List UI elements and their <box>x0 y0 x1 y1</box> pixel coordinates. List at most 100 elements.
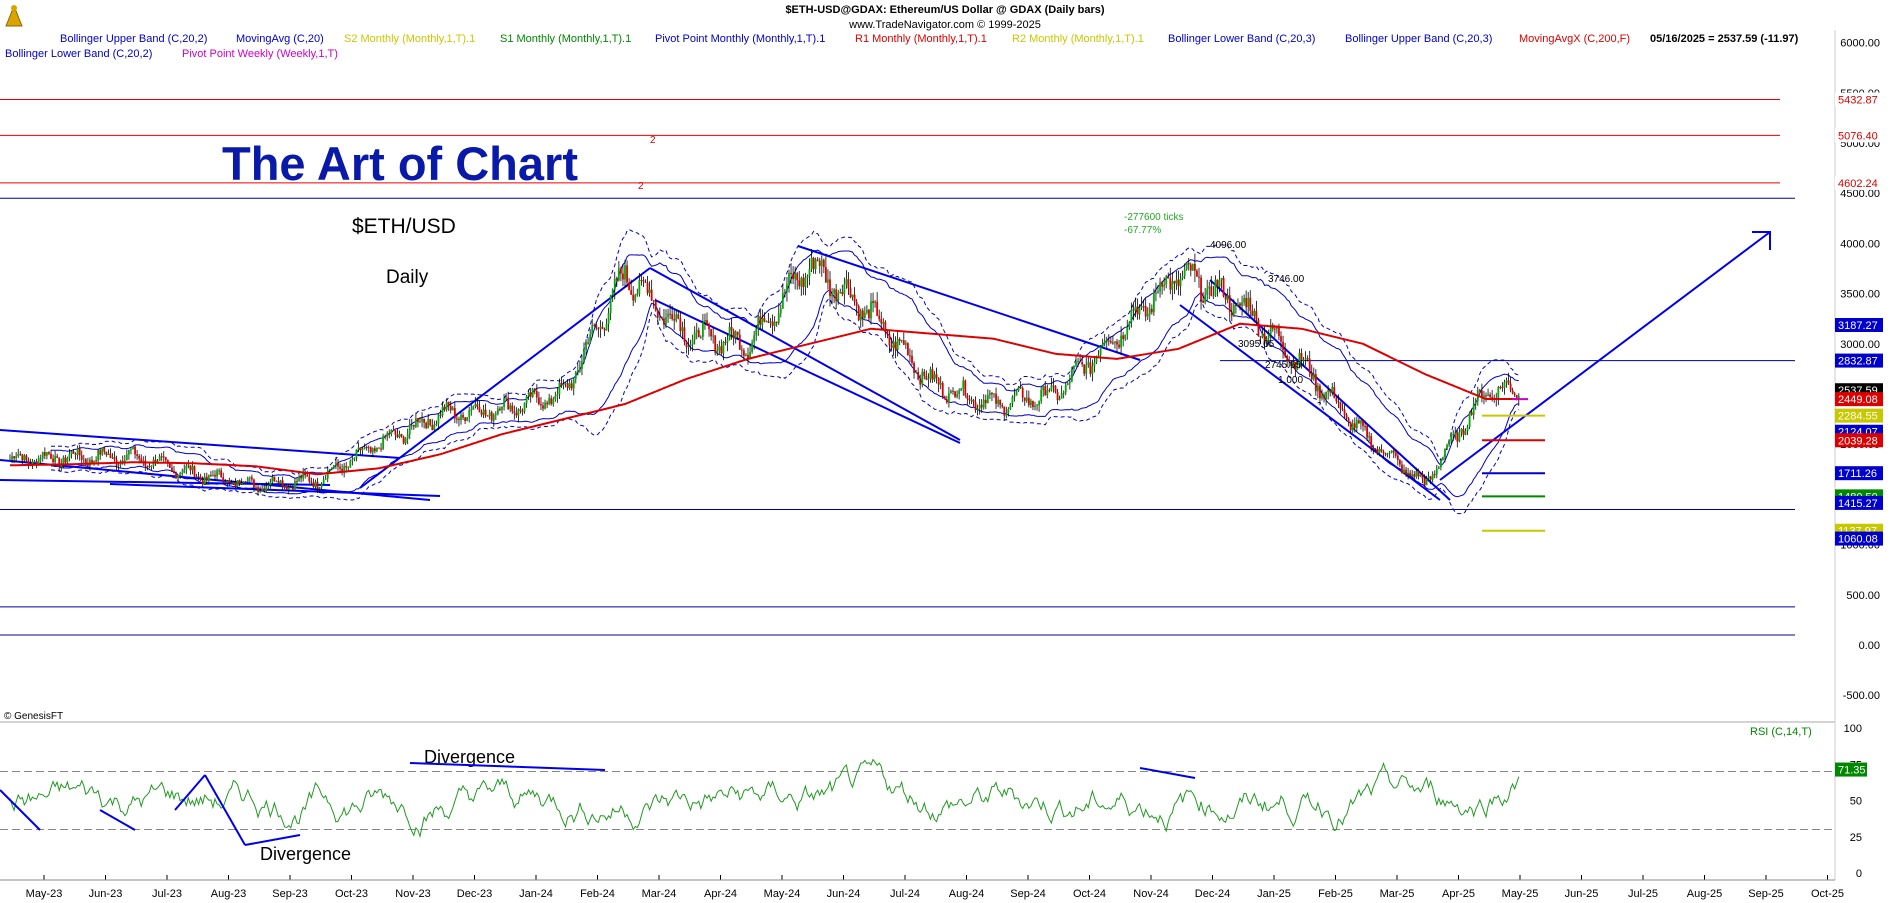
candle-body <box>1167 276 1170 279</box>
candle-body <box>1241 302 1243 306</box>
candle-body <box>478 406 481 413</box>
low-label: 3095.65 <box>1238 339 1275 350</box>
candle-body <box>431 425 434 431</box>
candle-body <box>907 343 909 356</box>
candle-body <box>1091 366 1094 374</box>
candle-body <box>462 414 464 418</box>
candle-body <box>423 418 425 423</box>
candle-body <box>810 257 813 269</box>
candle-body <box>70 451 73 455</box>
candle-body <box>1230 311 1233 316</box>
candle-body <box>191 466 194 471</box>
candle-body <box>173 470 175 474</box>
candle-body <box>724 342 727 344</box>
candle-body <box>671 314 674 320</box>
rsi-tick: 50 <box>1850 796 1862 808</box>
candle-body <box>1325 391 1327 399</box>
candle-body <box>554 395 557 400</box>
candle-body <box>1304 358 1307 360</box>
level-tag: 1711.26 <box>1838 468 1877 480</box>
level-tag-bg <box>1835 392 1883 407</box>
candle-body <box>997 399 999 404</box>
candle-body <box>1165 276 1168 285</box>
candle-body <box>927 378 930 380</box>
candle-body <box>1507 380 1510 384</box>
candle-body <box>1013 395 1016 397</box>
candle-body <box>320 483 323 488</box>
candle-body <box>613 278 616 290</box>
candle-body <box>644 281 647 283</box>
candle-body <box>1382 451 1385 454</box>
candle-body <box>1505 380 1508 383</box>
candle-body <box>902 340 905 345</box>
candle-body <box>937 377 940 385</box>
price-tick: 0.00 <box>1859 640 1880 652</box>
candle-body <box>999 399 1002 406</box>
candle-body <box>103 447 106 452</box>
candle-body <box>886 331 889 335</box>
candle-body <box>19 454 22 456</box>
rsi-divergence-line <box>244 834 301 846</box>
candle-body <box>980 404 983 408</box>
candle-body <box>382 436 384 449</box>
candle-body <box>681 327 684 332</box>
date-tick: Nov-24 <box>1133 888 1168 900</box>
candle-body <box>109 453 112 458</box>
legend-item: R2 Monthly (Monthly,1,T).1 <box>1012 33 1144 45</box>
candle-body <box>533 388 536 392</box>
candle-body <box>1323 394 1325 399</box>
candle-body <box>1023 397 1026 401</box>
candle-body <box>240 483 243 485</box>
candle-body <box>851 294 854 298</box>
candle-body <box>130 449 132 451</box>
price-tick: 500.00 <box>1846 590 1880 602</box>
candle-body <box>714 335 717 353</box>
candle-body <box>835 289 838 302</box>
candle-body <box>898 339 901 341</box>
candle-body <box>1214 279 1217 296</box>
last-price-legend: 05/16/2025 = 2537.59 (-11.97) <box>1650 33 1799 45</box>
candle-body <box>271 476 274 483</box>
level-tag: 4602.24 <box>1838 178 1878 190</box>
candle-body <box>1202 300 1204 303</box>
candle-body <box>207 475 210 481</box>
candle-body <box>1265 338 1268 343</box>
candle-body <box>601 326 604 329</box>
candle-body <box>253 479 255 488</box>
candle-body <box>509 405 512 410</box>
ma200-line <box>10 322 1519 476</box>
legend-item: R1 Monthly (Monthly,1,T).1 <box>855 33 987 45</box>
divergence-label: Divergence <box>260 844 351 864</box>
candle-body <box>1075 361 1077 366</box>
candle-body <box>605 324 608 331</box>
candle-body <box>816 259 819 261</box>
candle-body <box>1210 286 1213 296</box>
candle-body <box>904 343 907 345</box>
candle-body <box>62 457 65 464</box>
timeframe-label: Daily <box>386 267 429 288</box>
candle-body <box>470 409 473 411</box>
candle-body <box>1122 335 1125 339</box>
candle-body <box>642 280 645 282</box>
peak-label: 4096.00 <box>1210 240 1247 251</box>
candle-body <box>995 393 997 404</box>
candle-body <box>335 462 337 466</box>
candle-body <box>484 409 487 416</box>
candle-body <box>1216 279 1219 287</box>
bollinger-band-3 <box>51 228 1519 475</box>
candle-body <box>808 268 811 277</box>
candle-body <box>779 308 782 314</box>
candle-body <box>658 316 661 318</box>
date-tick: May-23 <box>26 888 63 900</box>
candle-body <box>1003 406 1006 416</box>
candle-body <box>693 332 696 340</box>
candle-body <box>827 279 829 283</box>
candle-body <box>743 350 745 356</box>
candle-body <box>1337 401 1340 403</box>
candle-body <box>699 336 702 338</box>
candle-body <box>1161 282 1163 287</box>
candle-body <box>1183 269 1186 277</box>
candle-body <box>1302 359 1305 361</box>
candle-body <box>224 481 227 483</box>
candle-body <box>74 453 77 455</box>
